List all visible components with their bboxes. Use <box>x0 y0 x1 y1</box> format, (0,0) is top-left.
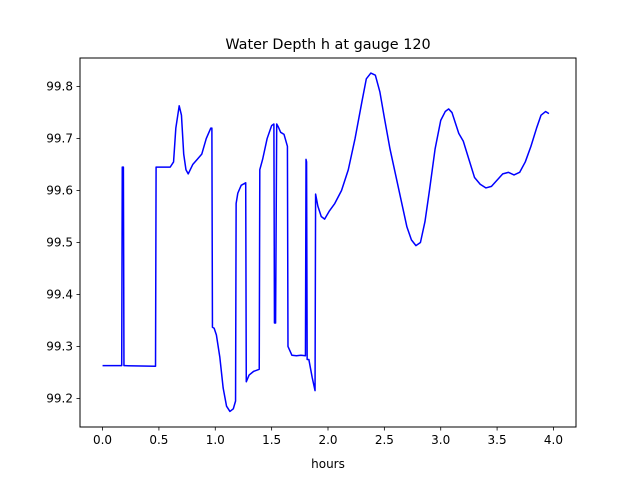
y-tick-label: 99.3 <box>46 339 73 353</box>
x-tick-label: 0.5 <box>149 433 168 447</box>
y-tick-label: 99.4 <box>46 287 73 301</box>
y-tick-label: 99.6 <box>46 184 73 198</box>
x-tick-label: 4.0 <box>544 433 563 447</box>
x-tick-label: 1.0 <box>206 433 225 447</box>
x-tick-label: 3.5 <box>488 433 507 447</box>
x-tick-label: 3.0 <box>431 433 450 447</box>
y-tick-label: 99.2 <box>46 391 73 405</box>
x-axis-label: hours <box>311 457 345 471</box>
x-tick-label: 2.5 <box>375 433 394 447</box>
y-tick-label: 99.7 <box>46 132 73 146</box>
x-tick-label: 0.0 <box>93 433 112 447</box>
chart-title: Water Depth h at gauge 120 <box>225 37 430 53</box>
x-tick-label: 1.5 <box>262 433 281 447</box>
x-tick-label: 2.0 <box>318 433 337 447</box>
y-tick-label: 99.5 <box>46 236 73 250</box>
y-tick-label: 99.8 <box>46 80 73 94</box>
series-line-0 <box>102 72 550 413</box>
